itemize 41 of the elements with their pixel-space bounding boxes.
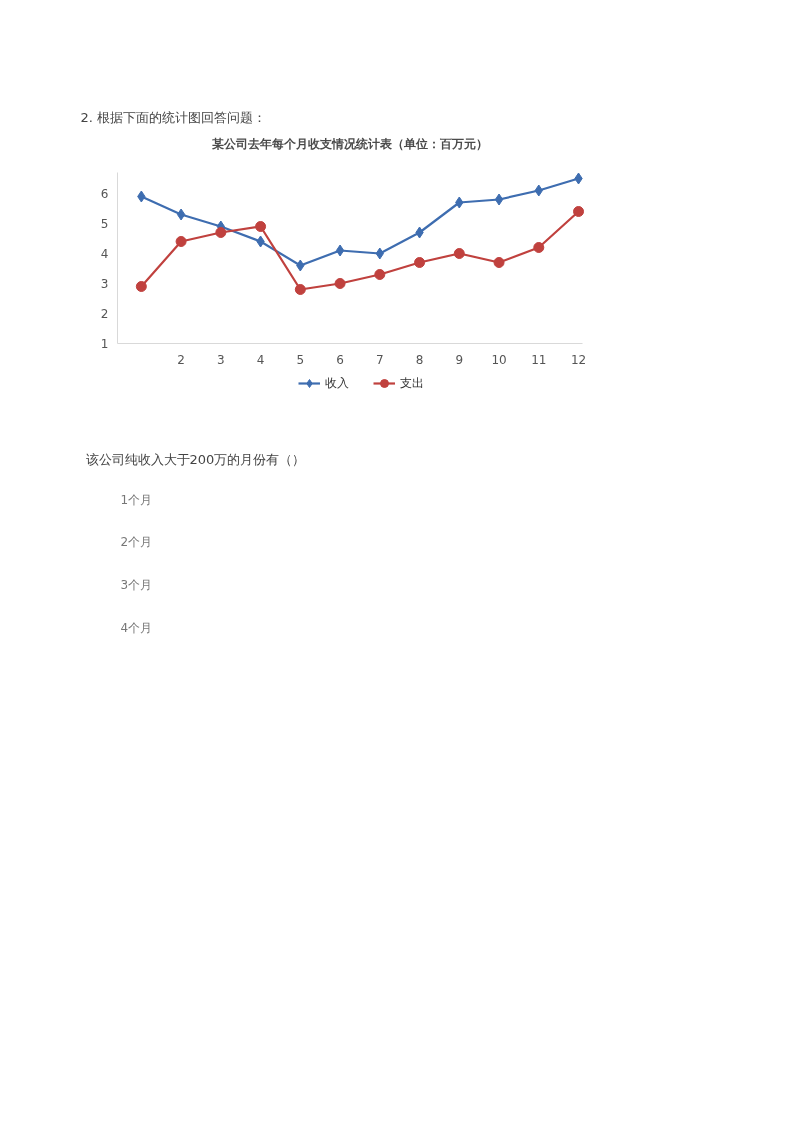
y-tick-label: 6 — [100, 187, 109, 201]
y-tick-label: 3 — [100, 277, 109, 291]
point — [414, 257, 426, 268]
x-tick-label: 2 — [177, 352, 185, 367]
legend-label: 收入 — [325, 374, 349, 392]
y-tick-label: 2 — [100, 307, 109, 321]
x-tick-label: 6 — [336, 352, 344, 367]
point — [374, 269, 386, 280]
point — [334, 278, 346, 289]
y-tick-label: 4 — [100, 247, 109, 261]
point — [533, 242, 545, 253]
text: 1个月 — [120, 492, 153, 507]
x-tick-label: 9 — [455, 352, 464, 367]
x-tick-label: 3 — [217, 352, 225, 367]
chart-title: 某公司去年每个月收支情况统计表（单位：百万元） — [211, 136, 488, 151]
point — [176, 208, 186, 221]
x-tick-label: 12 — [570, 352, 587, 367]
text: 2. 根据下面的统计图回答问题： — [80, 110, 267, 125]
text: 2个月 — [120, 535, 153, 550]
point — [255, 221, 267, 232]
x-tick-label: 8 — [415, 352, 424, 367]
x-tick-label: 5 — [296, 352, 305, 367]
point — [215, 227, 227, 238]
text: 3个月 — [120, 577, 153, 592]
point — [453, 248, 465, 259]
point — [573, 206, 585, 217]
x-tick-label: 4 — [256, 352, 265, 367]
text: 4个月 — [120, 620, 153, 635]
y-tick-label: 1 — [100, 337, 109, 351]
y-tick-label: 5 — [100, 217, 109, 231]
point — [494, 193, 504, 206]
x-tick-label: 10 — [491, 352, 507, 367]
legend-label: 支出 — [400, 374, 424, 392]
text: 该公司纯收入大于200万的月份有（） — [85, 452, 306, 467]
point — [175, 236, 187, 247]
point — [135, 281, 147, 292]
point — [335, 244, 345, 257]
point — [493, 257, 505, 268]
x-tick-label: 11 — [531, 352, 547, 367]
point — [294, 284, 306, 295]
x-tick-label: 7 — [375, 352, 384, 367]
